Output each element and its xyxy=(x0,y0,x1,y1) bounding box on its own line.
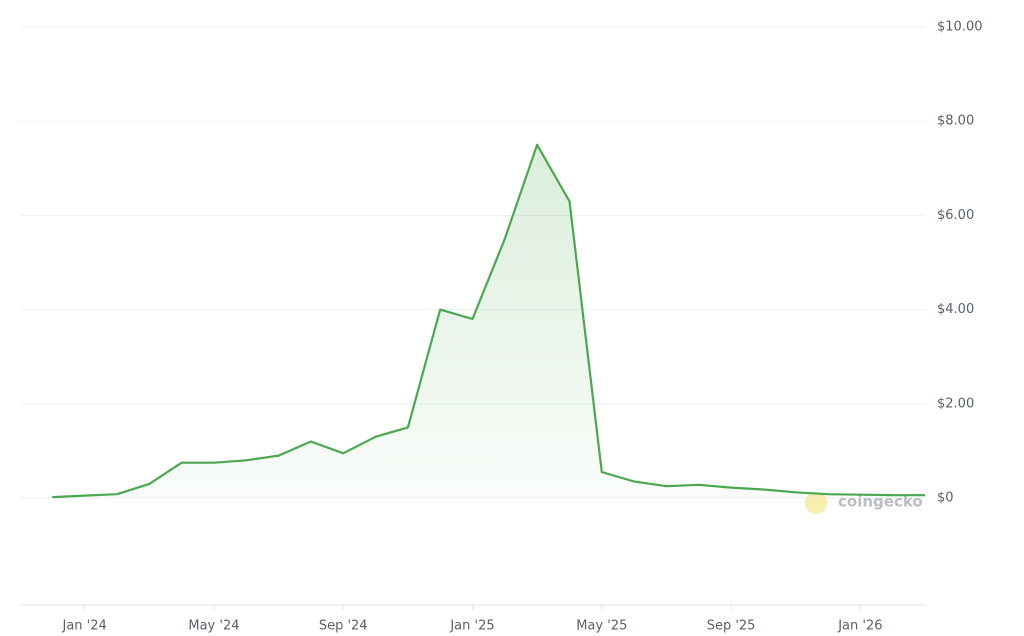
y-tick-label: $8.00 xyxy=(937,114,974,129)
price-line xyxy=(52,143,925,499)
x-tick-label: Sep '25 xyxy=(707,619,756,634)
x-tick-label: Jan '25 xyxy=(449,619,494,634)
y-tick-label: $0 xyxy=(937,491,954,506)
y-tick-label: $4.00 xyxy=(937,302,974,317)
y-tick-label: $10.00 xyxy=(937,20,983,35)
x-tick-label: May '25 xyxy=(576,619,627,634)
area xyxy=(52,144,926,499)
x-tick-label: Sep '24 xyxy=(319,619,368,634)
watermark: coingecko xyxy=(838,493,923,511)
x-tick-label: May '24 xyxy=(188,619,239,634)
y-tick-label: $6.00 xyxy=(937,208,974,223)
x-tick-label: Jan '26 xyxy=(837,619,882,634)
watermark-logo xyxy=(805,492,827,514)
y-tick-label: $2.00 xyxy=(937,396,974,411)
x-tick-label: Jan '24 xyxy=(61,619,106,634)
